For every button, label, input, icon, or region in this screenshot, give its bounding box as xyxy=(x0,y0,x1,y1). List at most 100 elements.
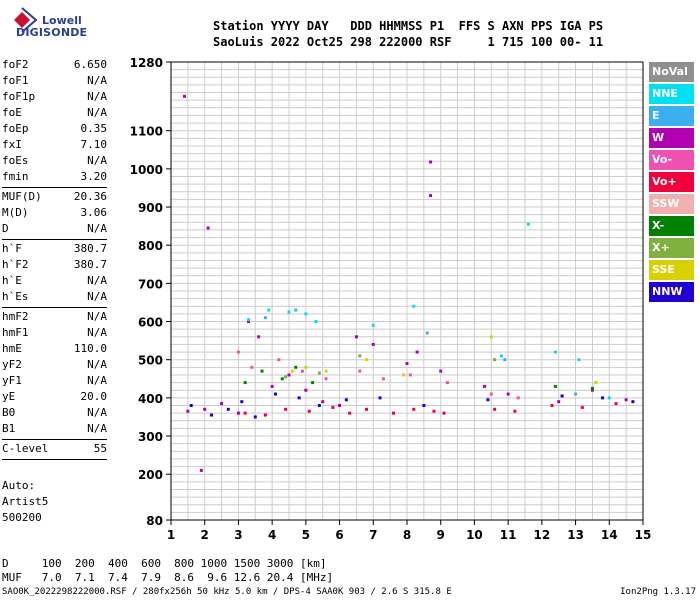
echo-point xyxy=(614,402,618,406)
echo-point xyxy=(311,381,315,385)
legend-item: W xyxy=(649,128,694,148)
param-name: yF2 xyxy=(2,358,22,371)
x-tick-label: 3 xyxy=(234,528,242,542)
x-tick-label: 15 xyxy=(635,528,652,542)
param-row: foE N/A xyxy=(2,105,107,121)
y-tick-label: 1000 xyxy=(130,163,163,177)
legend-item: NNW xyxy=(649,282,694,302)
legend-item: X- xyxy=(649,216,694,236)
header-values: SaoLuis 2022 Oct25 298 222000 RSF 1 715 … xyxy=(213,35,604,49)
echo-point xyxy=(553,384,557,388)
echo-point xyxy=(331,405,335,409)
echo-point xyxy=(321,400,325,404)
param-row: C-level 55 xyxy=(2,441,107,457)
echo-point xyxy=(284,407,288,411)
legend-item: NNE xyxy=(649,84,694,104)
echo-point xyxy=(574,392,578,396)
logo-mark-icon xyxy=(14,7,38,33)
param-name: yE xyxy=(2,390,16,403)
param-value: 380.7 xyxy=(73,258,107,271)
param-row: hmF2 N/A xyxy=(2,309,107,325)
echo-point xyxy=(274,392,278,396)
y-tick-label: 300 xyxy=(138,430,163,444)
param-name: fxI xyxy=(2,138,22,151)
echo-point xyxy=(263,413,267,417)
param-name: foE xyxy=(2,106,22,119)
echo-point xyxy=(344,398,348,402)
echo-point xyxy=(307,409,311,413)
auto-version: 500200 xyxy=(2,511,42,524)
echo-point xyxy=(378,396,382,400)
param-row: h`F2 380.7 xyxy=(2,257,107,273)
echo-point xyxy=(317,404,321,407)
echo-point xyxy=(189,404,193,407)
echo-point xyxy=(489,392,493,396)
param-name: h`F2 xyxy=(2,258,29,271)
param-value: N/A xyxy=(87,222,107,235)
param-row: yE 20.0 xyxy=(2,389,107,405)
y-tick-label: 400 xyxy=(138,392,163,406)
echo-point xyxy=(580,405,584,409)
echo-point xyxy=(203,407,207,411)
param-name: yF1 xyxy=(2,374,22,387)
legend-item: SSW xyxy=(649,194,694,214)
echo-point xyxy=(236,411,240,415)
param-name: D xyxy=(2,222,9,235)
echo-point xyxy=(486,398,490,402)
x-tick-label: 8 xyxy=(403,528,411,542)
param-name: h`Es xyxy=(2,290,29,303)
param-row: fxI 7.10 xyxy=(2,137,107,153)
echo-point xyxy=(250,365,254,369)
param-value: N/A xyxy=(87,90,107,103)
echo-point xyxy=(243,411,247,415)
y-tick-label: 80 xyxy=(146,514,163,528)
param-separator xyxy=(2,187,107,188)
echo-point xyxy=(594,381,598,385)
echo-point xyxy=(263,316,267,320)
x-tick-label: 14 xyxy=(601,528,618,542)
echo-point xyxy=(557,400,561,404)
echo-point xyxy=(226,407,230,411)
echo-point xyxy=(590,386,594,390)
echo-point xyxy=(294,365,298,369)
muf-table: D 100 200 400 600 800 1000 1500 3000 [km… xyxy=(2,557,333,585)
echo-point xyxy=(371,323,375,327)
param-row: foF1p N/A xyxy=(2,89,107,105)
param-name: hmF1 xyxy=(2,326,29,339)
polarization-legend: NoVal NNE E W Vo- Vo+ SSW X- X+ SSE NNW xyxy=(649,62,694,304)
echo-point xyxy=(429,160,433,164)
echo-point xyxy=(402,373,406,377)
x-tick-label: 7 xyxy=(369,528,377,542)
echo-point xyxy=(577,358,581,362)
param-value: 6.650 xyxy=(73,58,107,71)
chart-axes: 1 2 3 4 5 6 7 8 9 10 11 12 13 14 158020030040050060070… xyxy=(130,56,652,542)
muf-row: MUF 7.0 7.1 7.4 7.9 8.6 9.6 12.6 20.4 [M… xyxy=(2,571,334,584)
param-value: 7.10 xyxy=(80,138,108,151)
echo-point xyxy=(513,409,517,413)
echo-point xyxy=(304,312,308,316)
echo-point xyxy=(240,400,244,404)
echo-point xyxy=(220,402,224,406)
echo-point xyxy=(236,350,240,354)
echo-point xyxy=(253,415,257,419)
chart-grid xyxy=(170,62,644,520)
param-separator xyxy=(2,459,107,460)
echo-point xyxy=(317,371,321,375)
param-value: 380.7 xyxy=(73,242,107,255)
param-row: yF1 N/A xyxy=(2,373,107,389)
x-tick-label: 1 xyxy=(167,528,175,542)
echo-point xyxy=(499,354,503,358)
legend-item: Vo+ xyxy=(649,172,694,192)
auto-label: Auto: xyxy=(2,479,36,492)
param-separator xyxy=(2,307,107,308)
param-name: B1 xyxy=(2,422,16,435)
param-name: foF1 xyxy=(2,74,29,87)
echo-point xyxy=(348,411,352,415)
param-name: foEs xyxy=(2,154,29,167)
x-tick-label: 13 xyxy=(567,528,584,542)
echo-point xyxy=(270,384,274,388)
echo-point xyxy=(516,396,520,400)
param-row: h`F 380.7 xyxy=(2,241,107,257)
echo-point xyxy=(199,468,203,472)
